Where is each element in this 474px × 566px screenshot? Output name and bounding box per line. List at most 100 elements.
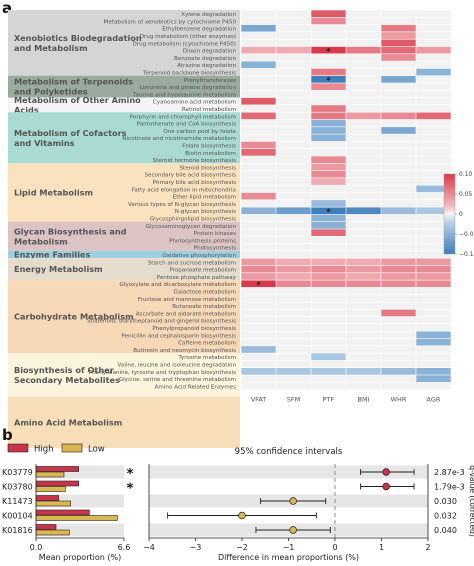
heatmap-cell — [381, 192, 416, 200]
row-label: Metabolism of xenobiotics by cytochrome … — [104, 19, 237, 25]
heatmap-cell — [346, 214, 381, 222]
gene-label: K01816 — [2, 526, 33, 535]
group-title: Metabolism of Other Amino Acids — [14, 95, 141, 115]
heatmap-cell — [276, 324, 311, 331]
heatmap-cell — [241, 192, 276, 200]
heatmap-cell — [241, 97, 276, 105]
heatmap-cell — [416, 273, 451, 280]
heatmap-cell — [381, 200, 416, 207]
heatmap-cell — [276, 338, 311, 346]
heatmap-cell — [241, 324, 276, 331]
heatmap-cell — [276, 368, 311, 375]
heatmap-cell — [276, 309, 311, 317]
row-label: Terpenoid backbone biosynthesis — [142, 71, 236, 77]
heatmap-cell — [416, 76, 451, 83]
heatmap-cell — [416, 338, 451, 346]
heatmap-cell — [381, 61, 416, 69]
q-value: 2.87e-3 — [434, 468, 465, 477]
heatmap-cell — [311, 39, 346, 47]
heatmap-cell — [311, 295, 346, 302]
heatmap-cell — [346, 32, 381, 39]
heatmap-cell — [416, 105, 451, 112]
heatmap-cell — [346, 338, 381, 346]
heatmap-cell — [276, 127, 311, 134]
heatmap-cell — [241, 163, 276, 171]
row-label: Benzoate degradation — [174, 56, 236, 62]
heatmap-cell — [311, 17, 346, 25]
heatmap-cell — [241, 302, 276, 309]
heatmap-cell — [346, 222, 381, 229]
heatmap-cell — [311, 207, 346, 215]
heatmap-cell — [381, 236, 416, 244]
heatmap-cell — [346, 10, 381, 17]
heatmap-cell — [381, 346, 416, 353]
heatmap-cell — [381, 265, 416, 273]
row-label: Nicotinate and nicotinamide metabolism — [122, 136, 236, 142]
heatmap-cell — [346, 134, 381, 142]
group-title: Metabolism of Terpenoids and Polyketides — [14, 77, 133, 97]
group-title: Glycan Biosynthesis and Metabolism — [14, 226, 127, 246]
heatmap-cell — [311, 258, 346, 266]
heatmap-cell — [346, 39, 381, 47]
q-value-axis-label: q-value (corrected) — [468, 465, 474, 537]
heatmap-cell — [381, 243, 416, 251]
ci-point — [289, 526, 297, 534]
heatmap-cell — [276, 251, 311, 258]
heatmap-cell — [311, 280, 346, 288]
colorbar-tick-label: 0.10 — [459, 171, 473, 178]
bar — [35, 529, 70, 536]
group-band — [8, 112, 240, 164]
heatmap-cell — [241, 46, 276, 54]
heatmap-cell — [241, 258, 276, 266]
q-value: 0.032 — [434, 512, 457, 521]
heatmap-cell — [381, 141, 416, 149]
group-band — [8, 221, 240, 251]
ci-x-tick-label: 0 — [332, 543, 337, 552]
heatmap-cell — [381, 83, 416, 90]
heatmap-cell — [276, 236, 311, 244]
heatmap-cell — [311, 316, 346, 324]
heatmap-cell — [276, 273, 311, 280]
group-title: Metabolism of Cofactors and Vitamins — [14, 128, 127, 148]
colorbar-tick-label: −0.10 — [459, 251, 474, 258]
heatmap-cell — [276, 32, 311, 39]
heatmap-cell — [276, 353, 311, 361]
heatmap-cell — [241, 24, 276, 32]
heatmap-cell — [276, 105, 311, 112]
ci-x-tick-label: −3 — [190, 543, 202, 552]
heatmap-cell — [311, 10, 346, 17]
heatmap-cell — [276, 360, 311, 368]
heatmap-cell — [381, 156, 416, 163]
bar — [35, 480, 79, 487]
significance-marker: * — [256, 281, 261, 290]
legend-swatch — [61, 443, 83, 453]
heatmap-cell — [276, 149, 311, 156]
heatmap-cell — [241, 178, 276, 185]
heatmap-cell — [241, 273, 276, 280]
heatmap-cell — [311, 61, 346, 69]
row-label: Phenylpropanoid biosynthesis — [152, 326, 236, 332]
heatmap-cell — [416, 258, 451, 266]
heatmap-cell — [276, 46, 311, 54]
ci-point — [289, 497, 297, 505]
significance-marker: * — [326, 47, 331, 56]
heatmap-cell — [311, 76, 346, 83]
heatmap-cell — [381, 90, 416, 98]
panel-b-label: b — [2, 426, 13, 444]
heatmap-cell — [416, 127, 451, 134]
heatmap-cell — [276, 83, 311, 90]
heatmap-cell — [416, 54, 451, 61]
heatmap-cell — [311, 243, 346, 251]
group-band — [8, 258, 240, 281]
heatmap-cell — [381, 360, 416, 368]
heatmap-cell — [346, 382, 381, 390]
heatmap-cell — [276, 185, 311, 193]
heatmap-cell — [416, 214, 451, 222]
heatmap-cell — [346, 105, 381, 112]
heatmap-cell — [416, 331, 451, 339]
heatmap-cell — [311, 229, 346, 236]
heatmap-cell — [276, 17, 311, 25]
heatmap-cell — [416, 243, 451, 251]
heatmap-cell — [276, 61, 311, 69]
q-value: 0.030 — [434, 497, 457, 506]
